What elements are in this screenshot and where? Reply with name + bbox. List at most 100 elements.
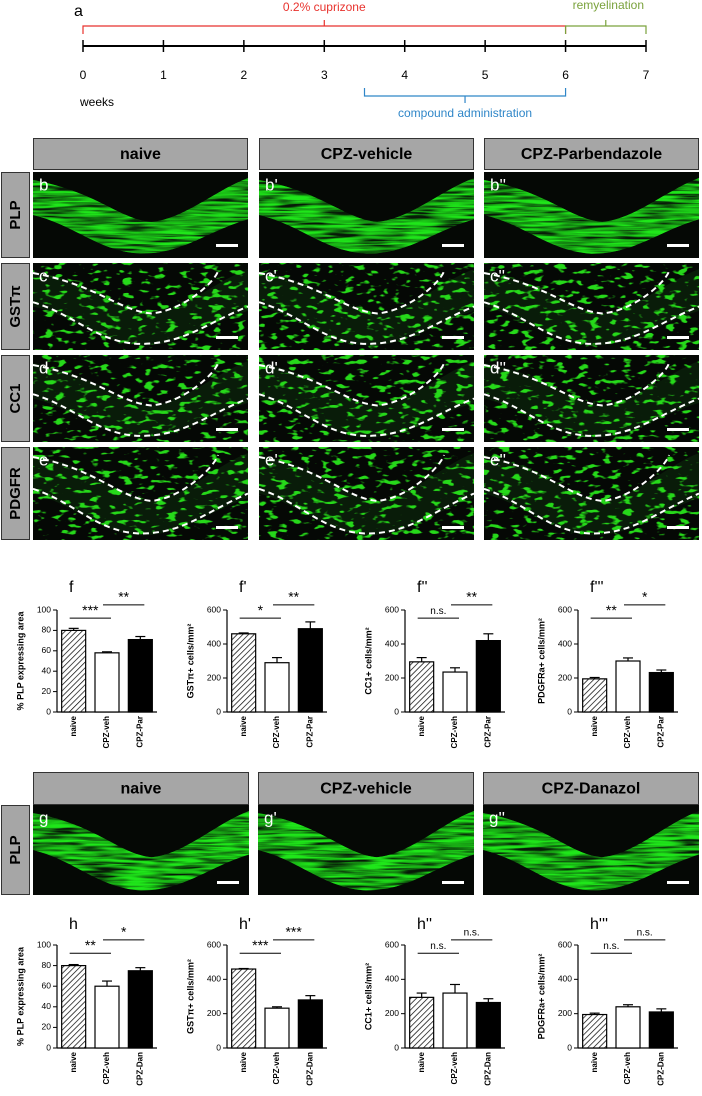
dashed-outline [258,487,475,535]
panel-letter: c'' [490,266,505,285]
column-header-label: naive [121,781,162,798]
bar [648,671,674,713]
y-axis-label: GSTπ+ cells/mm² [185,959,195,1034]
bar [61,629,87,713]
y-axis-label: GSTπ+ cells/mm² [185,624,195,699]
scale-bar [216,526,238,529]
time-range-label: remyelination [573,0,644,12]
bar [127,638,153,713]
significance-label: ** [118,589,129,605]
myelin-band [258,811,474,891]
y-axis-label: % PLP expressing area [15,946,25,1046]
y-tick-label: 60 [42,645,52,655]
x-tick-label: naive [69,1051,78,1072]
timeline-tick-label: 3 [321,68,328,82]
scale-bar [667,526,689,529]
y-tick-label: 400 [385,974,399,984]
panel-letter: g' [264,808,277,827]
myelin-band [33,178,248,254]
y-tick-label: 100 [37,604,51,614]
y-tick-label: 40 [42,665,52,675]
significance-label: n.s. [464,927,480,938]
bar [582,678,608,713]
row-header [1,172,30,258]
y-tick-label: 200 [558,672,572,682]
y-tick-label: 0 [394,706,399,716]
significance-label: n.s. [430,941,446,952]
dashed-outline [483,454,670,502]
scale-bar [217,881,239,884]
y-tick-label: 600 [558,604,572,614]
panel-letter: f [69,579,74,596]
column-header [33,138,248,170]
significance-label: n.s. [637,927,653,938]
bar [442,671,468,713]
y-tick-label: 400 [385,638,399,648]
panel-letter: f''' [590,579,604,596]
scale-bar [442,428,464,431]
panel-letter: g'' [489,808,505,827]
y-tick-label: 200 [207,672,221,682]
cell-specks [484,263,699,350]
x-tick-label: CPZ-veh [102,1052,111,1085]
x-tick-label: naive [590,715,599,736]
x-tick-label: naive [417,1051,426,1072]
row-header-label: PLP [7,200,24,229]
time-range-label: 0.2% cuprizone [283,0,366,14]
dashed-outline [483,270,670,315]
x-tick-label: CPZ-Dan [305,1052,314,1086]
bar [94,985,120,1049]
row-header [1,447,30,540]
timeline-tick-label: 5 [482,68,489,82]
bar [648,1011,674,1049]
y-axis-label: PDGFRa+ cells/mm² [536,618,546,704]
timeline-tick-label: 6 [562,68,569,82]
dashed-outline [32,454,219,502]
y-tick-label: 80 [42,960,52,970]
scale-bar [667,244,689,247]
panel-letter: h'' [417,916,432,933]
significance-label: *** [252,937,269,953]
bar [231,633,257,713]
timeline-tick-label: 0 [80,68,87,82]
time-range-bracket [82,20,567,34]
bar [127,970,153,1049]
scale-bar [442,336,464,339]
dashed-outline [258,393,475,437]
cell-specks [484,447,699,540]
x-tick-label: CPZ-veh [623,1052,632,1085]
dashed-outline [258,454,445,502]
dashed-outline [32,362,219,407]
significance-label: n.s. [430,606,446,617]
significance-label: *** [285,924,302,940]
column-header-label: CPZ-vehicle [320,781,412,798]
row-header-label: PLP [7,835,24,864]
x-tick-label: CPZ-veh [623,716,632,749]
x-tick-label: CPZ-veh [450,716,459,749]
y-tick-label: 0 [567,706,572,716]
y-tick-label: 20 [42,686,52,696]
panel-letter: f'' [417,579,428,596]
significance-label: ** [85,937,96,953]
time-range-bracket [564,20,647,34]
y-tick-label: 600 [558,939,572,949]
dashed-outline [32,301,249,345]
significance-label: ** [606,602,617,618]
bar [94,652,120,713]
panel-letter: d' [265,358,278,377]
x-tick-label: CPZ-Dan [483,1052,492,1086]
y-tick-label: 200 [385,1008,399,1018]
panel-letter: d [39,358,48,377]
significance-label: * [642,589,648,605]
scale-bar [216,428,238,431]
bar [231,968,257,1049]
bar [475,1001,501,1049]
bar [264,662,290,713]
dashed-outline [258,270,445,315]
cell-specks [33,355,248,442]
row-header [1,355,30,442]
timeline-tick-label: 2 [241,68,248,82]
column-header [259,138,474,170]
cell-specks [484,355,699,442]
bar [442,992,468,1049]
